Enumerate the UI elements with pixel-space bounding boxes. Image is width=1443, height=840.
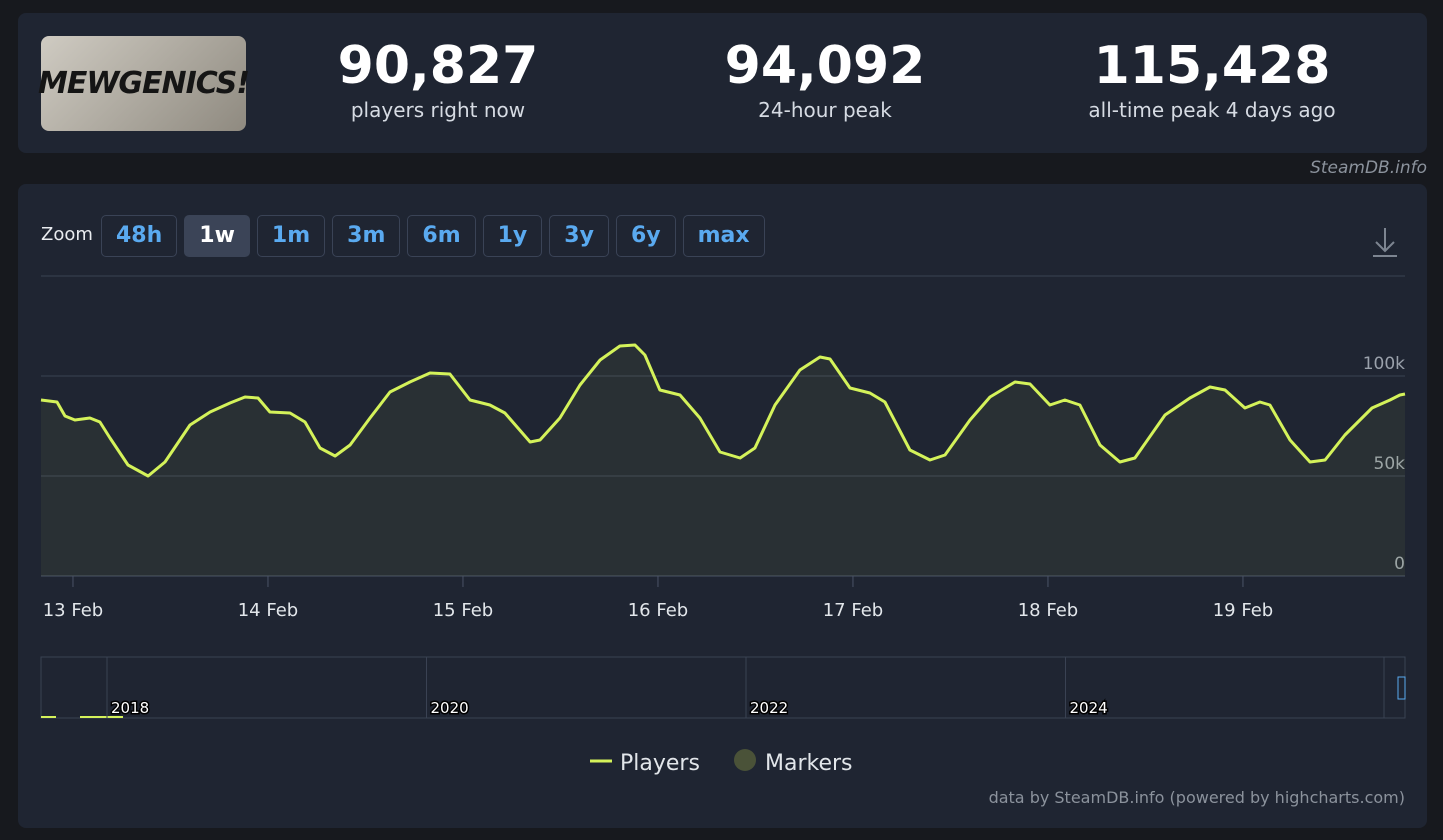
legend-label: Markers xyxy=(765,751,853,776)
zoom-button[interactable]: 1y xyxy=(482,215,543,257)
download-icon[interactable] xyxy=(1373,228,1397,257)
stat: 90,827 players right now xyxy=(248,35,628,123)
zoom-button[interactable]: 3y xyxy=(549,215,609,257)
x-tick-label: 14 Feb xyxy=(238,600,299,621)
x-tick-label: 18 Feb xyxy=(1018,600,1079,621)
stat: 115,428 all-time peak 4 days ago xyxy=(1022,35,1402,123)
icon-part xyxy=(1375,241,1395,253)
x-tick-label: 19 Feb xyxy=(1213,600,1274,621)
stat-label: all-time peak 4 days ago xyxy=(1088,98,1336,122)
zoom-label: Zoom xyxy=(41,224,93,245)
navigator xyxy=(40,656,1406,719)
navigator-label: 2020 xyxy=(431,699,469,717)
navigator-label: 2022 xyxy=(750,699,788,717)
y-tick-label: 0 xyxy=(1394,554,1405,574)
stats-panel: MEWGENICS! 90,827 players right now 94,09… xyxy=(18,13,1427,153)
y-tick-label: 100k xyxy=(1363,354,1405,374)
zoom-button[interactable]: 3m xyxy=(332,215,401,257)
stat-label: 24-hour peak xyxy=(758,98,892,122)
navigator-label: 2024 xyxy=(1070,699,1108,717)
chart-panel: Zoom 48h 1w 1m 3m 6m 1y 3y 6y max xyxy=(18,184,1427,828)
x-tick-label: 15 Feb xyxy=(433,600,494,621)
series-area xyxy=(41,345,1405,576)
game-logo: MEWGENICS! xyxy=(38,36,250,131)
source-link[interactable]: SteamDB.info xyxy=(1310,158,1427,178)
stat: 94,092 24-hour peak xyxy=(635,35,1015,123)
zoom-button[interactable]: max xyxy=(682,215,765,257)
zoom-button[interactable]: 6y xyxy=(615,215,676,257)
zoom-button[interactable]: 6m xyxy=(407,215,476,257)
legend-symbol xyxy=(734,749,756,771)
credit[interactable]: data by SteamDB.info (powered by highcha… xyxy=(989,788,1405,807)
zoom-buttons: 48h 1w 1m 3m 6m 1y 3y 6y max xyxy=(101,215,765,257)
legend-label: Players xyxy=(620,751,700,776)
stat-value: 90,827 xyxy=(337,36,539,96)
x-tick-label: 16 Feb xyxy=(628,600,689,621)
zoom-button[interactable]: 1w xyxy=(184,215,250,257)
zoom-button[interactable]: 1m xyxy=(256,215,326,257)
zoom-button[interactable]: 48h xyxy=(101,215,178,257)
stat-value: 94,092 xyxy=(724,36,926,96)
series-line xyxy=(40,343,1406,478)
y-tick-label: 50k xyxy=(1374,454,1406,474)
x-tick-label: 17 Feb xyxy=(823,600,884,621)
navigator-handle[interactable] xyxy=(1397,676,1406,700)
stat-value: 115,428 xyxy=(1093,36,1331,96)
stat-label: players right now xyxy=(350,98,526,122)
x-tick-label: 13 Feb xyxy=(43,600,104,621)
navigator-label: 2018 xyxy=(111,699,149,717)
